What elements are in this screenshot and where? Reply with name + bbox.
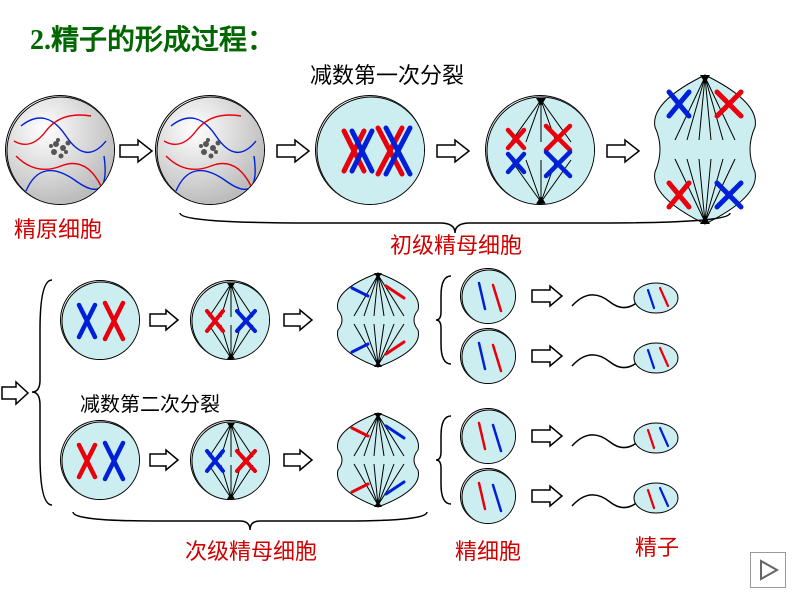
- primary-spermatocyte-1: [315, 95, 425, 205]
- arrow-into-meiosis2: [0, 380, 30, 406]
- secondary-spermatocyte-b2: [190, 420, 270, 500]
- spermatogonium-label: 精原细胞: [14, 212, 102, 244]
- brace-split-r2: [435, 272, 455, 368]
- sperm-label: 精子: [635, 530, 679, 562]
- spermatid-3: [460, 408, 516, 464]
- secondary-spermatocyte-a1: [60, 280, 140, 360]
- play-icon: [751, 553, 785, 587]
- spermatid-1: [460, 268, 516, 324]
- arrow-r3-1: [148, 448, 180, 472]
- sperm-3: [570, 416, 680, 460]
- arrow-r3-2: [282, 448, 314, 472]
- primary-spermatocyte-metaphase: [485, 95, 595, 205]
- arrow-r2-2: [282, 308, 314, 332]
- spermatid-2: [460, 328, 516, 384]
- secondary-spermatocyte-b1: [60, 420, 140, 500]
- arrow-2: [275, 138, 311, 164]
- meiosis1-label: 减数第一次分裂: [310, 58, 464, 90]
- page-title: 2.精子的形成过程：: [30, 18, 275, 58]
- spermatogonium-cell-2: [155, 95, 265, 205]
- spermatid-4: [460, 468, 516, 524]
- arrow-sperm-3: [530, 424, 564, 448]
- arrow-sperm-2: [530, 344, 564, 368]
- sperm-1: [570, 276, 680, 320]
- arrow-sperm-1: [530, 284, 564, 308]
- arrow-sperm-4: [530, 484, 564, 508]
- secondary-spermatocyte-a3: [328, 270, 428, 370]
- arrow-4: [605, 138, 641, 164]
- meiosis2-label: 减数第二次分裂: [80, 388, 220, 417]
- brace-secondary: [65, 508, 435, 536]
- secondary-spermatocyte-label: 次级精母细胞: [185, 534, 317, 566]
- arrow-3: [435, 138, 471, 164]
- brace-split-left: [30, 275, 56, 510]
- secondary-spermatocyte-b3: [328, 410, 428, 510]
- brace-split-r3: [435, 412, 455, 508]
- sperm-2: [570, 336, 680, 380]
- primary-spermatocyte-anaphase: [645, 72, 765, 227]
- spermatid-label: 精细胞: [455, 534, 521, 566]
- arrow-r2-1: [148, 308, 180, 332]
- spermatogonium-cell-1: [5, 95, 115, 205]
- next-slide-button[interactable]: [750, 552, 786, 588]
- secondary-spermatocyte-a2: [190, 280, 270, 360]
- sperm-4: [570, 476, 680, 520]
- arrow-1: [118, 138, 154, 164]
- brace-primary: [170, 208, 740, 238]
